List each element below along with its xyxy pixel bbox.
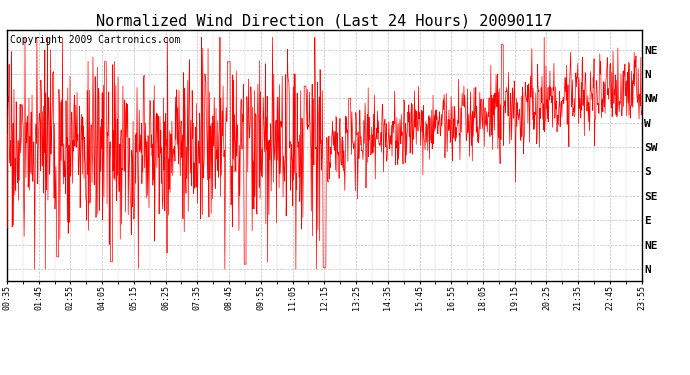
Title: Normalized Wind Direction (Last 24 Hours) 20090117: Normalized Wind Direction (Last 24 Hours…: [96, 14, 553, 29]
Text: Copyright 2009 Cartronics.com: Copyright 2009 Cartronics.com: [10, 35, 181, 45]
